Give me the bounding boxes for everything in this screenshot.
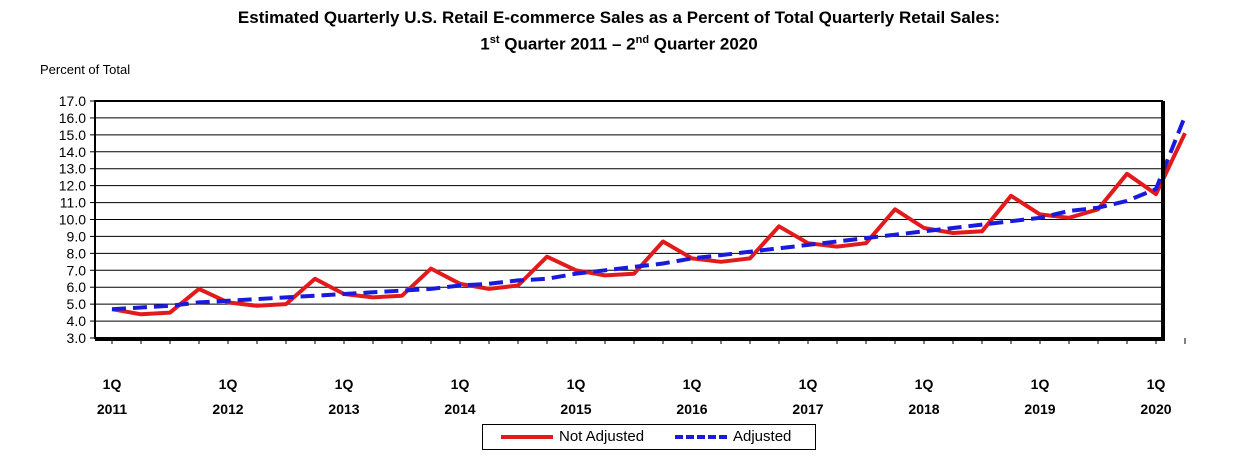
grid-lines [90, 100, 1186, 344]
y-tick-label-2: 5.0 [67, 296, 87, 312]
y-tick-label-1: 4.0 [67, 313, 87, 329]
y-tick-labels: 3.04.05.06.07.08.09.010.011.012.013.014.… [59, 93, 86, 346]
x-tick-quarter-1: 1Q [219, 376, 238, 392]
chart-title-line1: Estimated Quarterly U.S. Retail E-commer… [237, 8, 1001, 27]
x-tick-quarter-2: 1Q [335, 376, 354, 392]
x-tick-quarter-0: 1Q [103, 376, 122, 392]
y-tick-label-12: 15.0 [59, 127, 86, 143]
x-tick-quarter-5: 1Q [683, 376, 702, 392]
title-sup-nd: nd [635, 34, 650, 46]
title-part-1: 1 [480, 34, 490, 54]
x-tick-year-9: 2020 [1140, 401, 1171, 417]
x-tick-labels: 1Q 2011 1Q 2012 1Q 2013 1Q 2014 1Q 2015 1Q 2016 1Q 20… [97, 376, 1172, 417]
x-tick-year-8: 2019 [1024, 401, 1055, 417]
legend-label-not-adjusted: Not Adjusted [559, 428, 645, 445]
x-tick-year-5: 2016 [676, 401, 707, 417]
series-group [111, 115, 1187, 317]
y-tick-label-13: 16.0 [59, 110, 86, 126]
x-tick-year-2: 2013 [328, 401, 359, 417]
legend-label-adjusted: Adjusted [733, 428, 792, 445]
x-tick-year-0: 2011 [97, 401, 128, 417]
y-tick-label-6: 9.0 [67, 228, 87, 244]
x-tick-year-7: 2018 [908, 401, 939, 417]
x-tick-year-4: 2015 [560, 401, 591, 417]
y-tick-label-7: 10.0 [59, 212, 86, 228]
y-axis-label: Percent of Total [40, 62, 131, 77]
x-tick-quarter-7: 1Q [915, 376, 934, 392]
y-tick-label-14: 17.0 [59, 93, 86, 109]
x-tick-quarter-6: 1Q [799, 376, 818, 392]
series-line-0 [111, 132, 1187, 317]
title-sup-st: st [489, 34, 500, 46]
x-tick-quarter-3: 1Q [451, 376, 470, 392]
y-tick-label-5: 8.0 [67, 245, 87, 261]
title-part-3: Quarter 2020 [649, 34, 758, 54]
legend: Not Adjusted Adjusted [482, 424, 816, 450]
y-tick-label-0: 3.0 [67, 330, 87, 346]
y-tick-label-11: 14.0 [59, 144, 86, 160]
y-tick-label-8: 11.0 [60, 195, 86, 211]
legend-item-adjusted: Adjusted [675, 428, 791, 445]
x-tick-year-1: 2012 [212, 401, 243, 417]
x-tick-quarter-8: 1Q [1031, 376, 1050, 392]
y-tick-label-3: 6.0 [67, 279, 87, 295]
series-line-1 [111, 115, 1187, 312]
y-tick-label-9: 12.0 [59, 178, 86, 194]
y-tick-label-10: 13.0 [59, 161, 86, 177]
line-chart: 3.04.05.06.07.08.09.010.011.012.013.014.… [59, 93, 1187, 417]
title-part-2: Quarter 2011 – 2 [499, 34, 636, 54]
legend-item-not-adjusted: Not Adjusted [501, 428, 644, 445]
x-tick-year-6: 2017 [792, 401, 823, 417]
x-tick-year-3: 2014 [444, 401, 475, 417]
legend-swatch-adjusted [675, 434, 727, 439]
x-tick-quarter-4: 1Q [567, 376, 586, 392]
legend-swatch-not-adjusted [501, 434, 553, 439]
y-tick-label-4: 7.0 [67, 262, 87, 278]
x-tick-quarter-9: 1Q [1147, 376, 1166, 392]
chart-title-line2: 1st Quarter 2011 – 2nd Quarter 2020 [0, 34, 1238, 55]
